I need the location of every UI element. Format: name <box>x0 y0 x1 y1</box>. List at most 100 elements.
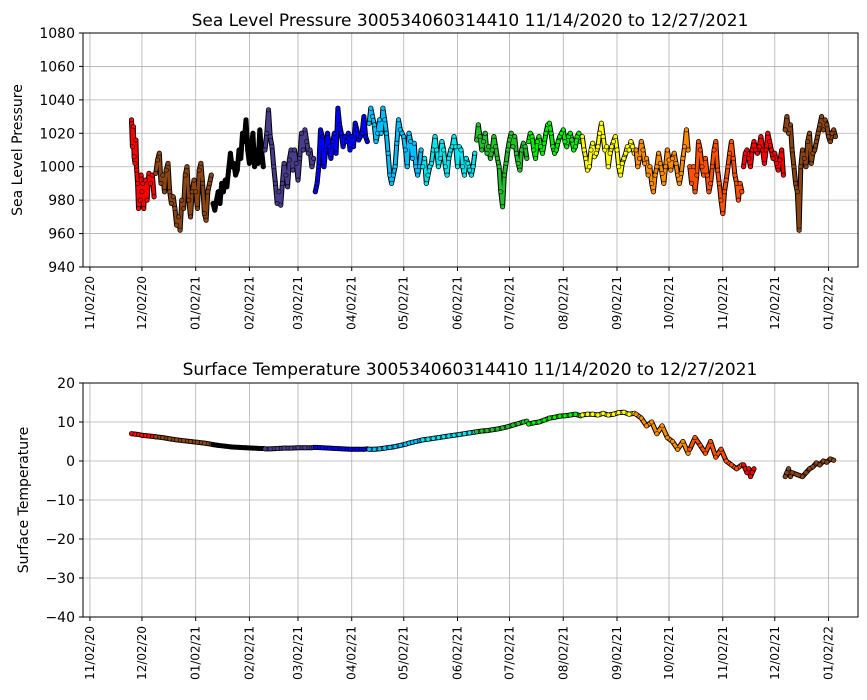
data-point <box>389 180 395 186</box>
data-point <box>181 438 187 444</box>
data-point <box>824 122 830 128</box>
data-point <box>461 172 467 178</box>
data-point <box>690 164 696 170</box>
y-tick-label: 960 <box>48 227 75 243</box>
data-point <box>635 164 641 170</box>
data-point <box>479 147 485 153</box>
data-point <box>253 147 259 153</box>
data-point <box>506 137 512 143</box>
data-point <box>163 167 169 173</box>
data-point <box>246 160 252 166</box>
data-series <box>129 105 838 233</box>
data-point <box>761 160 767 166</box>
y-tick-label: 1000 <box>39 160 75 176</box>
data-point <box>810 464 816 470</box>
data-point <box>538 144 544 150</box>
data-point <box>193 189 199 195</box>
data-point <box>470 164 476 170</box>
data-point <box>501 172 507 178</box>
data-point <box>151 194 157 200</box>
data-point <box>472 150 478 156</box>
data-point <box>515 160 521 166</box>
data-point <box>723 458 729 464</box>
data-point <box>354 446 360 452</box>
data-point <box>808 160 814 166</box>
data-point <box>415 172 421 178</box>
data-point <box>557 413 563 419</box>
data-point <box>262 446 268 452</box>
data-point <box>791 164 797 170</box>
data-point <box>812 147 818 153</box>
data-point <box>827 139 833 145</box>
data-point <box>572 144 578 150</box>
data-point <box>460 164 466 170</box>
y-tick-label: 1040 <box>39 93 75 109</box>
data-point <box>307 147 313 153</box>
data-point <box>428 160 434 166</box>
data-point <box>824 459 830 465</box>
data-point <box>649 419 655 425</box>
data-point <box>532 155 538 161</box>
data-point <box>371 446 377 452</box>
data-point <box>721 189 727 195</box>
data-point <box>494 155 500 161</box>
data-point <box>267 446 273 452</box>
data-point <box>467 167 473 173</box>
data-point <box>687 446 693 452</box>
data-point <box>215 442 221 448</box>
data-point <box>281 445 287 451</box>
data-point <box>363 134 369 140</box>
y-tick-label: 10 <box>57 415 75 431</box>
data-point <box>411 140 417 146</box>
data-point <box>617 172 623 178</box>
data-point <box>799 474 805 480</box>
data-point <box>694 172 700 178</box>
x-tick-label: 10/02/21 <box>662 626 676 680</box>
data-point <box>153 434 159 440</box>
data-point <box>813 139 819 145</box>
data-point <box>576 130 582 136</box>
x-tick-label: 01/02/21 <box>189 626 203 680</box>
data-point <box>630 144 636 150</box>
data-point <box>536 134 542 140</box>
data-point <box>780 172 786 178</box>
data-point <box>385 150 391 156</box>
data-point <box>725 164 731 170</box>
data-point <box>638 139 644 145</box>
data-point <box>702 155 708 161</box>
x-tick-label: 07/02/21 <box>503 626 517 680</box>
data-point <box>598 120 604 126</box>
data-point <box>279 180 285 186</box>
data-point <box>734 466 740 472</box>
data-point <box>664 435 670 441</box>
y-axis-label: Sea Level Pressure <box>10 84 26 216</box>
x-tick-label: 08/02/21 <box>556 276 570 330</box>
data-point <box>182 172 188 178</box>
data-point <box>245 147 251 153</box>
data-point <box>439 139 445 145</box>
data-point <box>510 422 516 428</box>
data-point <box>179 197 185 203</box>
data-point <box>480 139 486 145</box>
data-point <box>444 172 450 178</box>
data-point <box>337 122 343 128</box>
series-line <box>688 140 744 215</box>
data-point <box>732 172 738 178</box>
x-tick-label: 01/02/22 <box>822 626 836 680</box>
data-point <box>194 206 200 212</box>
data-point <box>581 147 587 153</box>
data-point <box>663 164 669 170</box>
data-point <box>229 444 235 450</box>
data-point <box>498 189 504 195</box>
data-point <box>675 446 681 452</box>
grid-lines <box>83 382 858 618</box>
data-point <box>136 206 142 212</box>
data-point <box>669 438 675 444</box>
data-point <box>505 147 511 153</box>
data-point <box>160 435 166 441</box>
data-point <box>765 130 771 136</box>
data-point <box>243 117 249 123</box>
y-tick-label: 940 <box>48 260 75 276</box>
data-point <box>718 446 724 452</box>
data-point <box>238 155 244 161</box>
